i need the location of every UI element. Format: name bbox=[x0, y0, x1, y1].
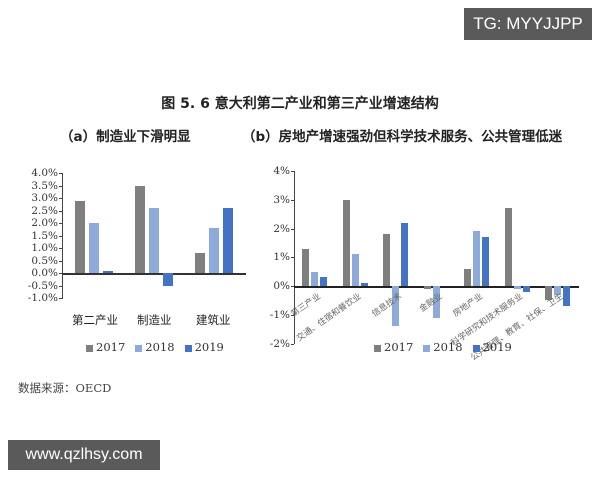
bar-2018 bbox=[513, 286, 521, 289]
legend-item-2019: 2019 bbox=[184, 340, 224, 354]
y-tick-label: 2.5% bbox=[31, 204, 58, 217]
bar-2017 bbox=[545, 286, 552, 301]
y-tick-mark bbox=[59, 285, 62, 287]
chart-a-category-label: 制造业 bbox=[137, 313, 172, 327]
watermark-bottom: www.qzlhsy.com bbox=[8, 440, 160, 470]
legend-swatch bbox=[135, 344, 143, 352]
bar-2018 bbox=[473, 231, 480, 286]
bar-2019 bbox=[320, 277, 327, 286]
legend-label: 2017 bbox=[384, 340, 414, 354]
legend-item-2017: 2017 bbox=[86, 340, 125, 354]
bar-2017 bbox=[423, 286, 431, 289]
y-tick-label: 0.5% bbox=[31, 254, 58, 267]
bar-2018 bbox=[89, 223, 99, 273]
y-tick-label: -1% bbox=[269, 308, 290, 321]
chart-a-category-label: 第二产业 bbox=[72, 313, 118, 327]
y-tick-mark bbox=[59, 198, 62, 199]
chart-b-axis-line bbox=[294, 171, 295, 344]
y-tick-label: 3.0% bbox=[31, 192, 58, 204]
bar-2019 bbox=[482, 237, 489, 286]
bar-2018 bbox=[392, 286, 399, 327]
y-tick-mark bbox=[59, 248, 62, 249]
bar-2019 bbox=[401, 222, 408, 286]
legend-item-2018: 2018 bbox=[423, 340, 463, 354]
chart-a-category-label: 建筑业 bbox=[196, 313, 231, 327]
watermark-top: TG: MYYJJPP bbox=[464, 8, 592, 40]
y-tick-mark bbox=[59, 185, 62, 187]
y-tick-mark bbox=[291, 199, 294, 201]
y-tick-mark bbox=[291, 286, 294, 287]
y-tick-label: -1.0% bbox=[27, 292, 58, 304]
bar-2017 bbox=[75, 200, 85, 273]
y-tick-mark bbox=[291, 171, 294, 172]
bar-2019 bbox=[563, 286, 570, 307]
legend-swatch bbox=[184, 344, 192, 352]
bar-2018 bbox=[209, 228, 219, 273]
chart-b-legend: 2017 2018 2019 bbox=[374, 340, 512, 354]
y-tick-mark bbox=[59, 173, 62, 174]
legend-label: 2018 bbox=[145, 340, 175, 354]
legend-label: 2018 bbox=[433, 340, 463, 354]
y-tick-label: 4.0% bbox=[31, 167, 58, 179]
legend-swatch bbox=[86, 344, 93, 352]
y-tick-label: -0.5% bbox=[27, 279, 58, 292]
y-tick-label: 2.0% bbox=[31, 217, 58, 229]
y-tick-mark bbox=[291, 257, 294, 259]
y-tick-mark bbox=[59, 273, 62, 274]
bar-2018 bbox=[149, 208, 159, 273]
y-tick-label: 1.5% bbox=[31, 229, 58, 242]
chart-b-title: （b）房地产增速强劲但科学技术服务、公共管理低迷 bbox=[242, 129, 563, 145]
legend-swatch bbox=[374, 344, 381, 352]
bar-2017 bbox=[504, 208, 512, 286]
bar-2017 bbox=[383, 234, 390, 286]
bar-2018 bbox=[554, 286, 561, 295]
bar-2018 bbox=[432, 286, 440, 318]
chart-a-legend: 2017 2018 2019 bbox=[86, 340, 224, 354]
y-tick-mark bbox=[59, 223, 62, 224]
data-source-note: 数据来源：OECD bbox=[18, 381, 112, 395]
legend-label: 2019 bbox=[482, 340, 512, 354]
bar-2019 bbox=[223, 208, 233, 273]
legend-item-2017: 2017 bbox=[374, 340, 413, 354]
chart-b-category-label: 金融业 bbox=[417, 291, 445, 315]
bar-2017 bbox=[342, 199, 350, 286]
bar-2019 bbox=[360, 283, 368, 286]
y-tick-label: 3.5% bbox=[31, 179, 58, 192]
legend-label: 2017 bbox=[96, 340, 126, 354]
bar-2017 bbox=[195, 253, 205, 273]
y-tick-label: 1.0% bbox=[31, 242, 58, 254]
bar-2019 bbox=[163, 273, 173, 286]
bar-2017 bbox=[135, 185, 145, 273]
y-tick-mark bbox=[291, 228, 294, 230]
y-tick-label: 1% bbox=[273, 251, 290, 264]
y-tick-mark bbox=[59, 210, 62, 212]
y-tick-mark bbox=[291, 314, 294, 316]
y-tick-mark bbox=[59, 235, 62, 237]
y-tick-label: 0% bbox=[273, 280, 290, 292]
chart-a-title: （a）制造业下滑明显 bbox=[60, 129, 191, 145]
chart-a-zero-line bbox=[62, 273, 246, 275]
y-tick-label: 0.0% bbox=[31, 267, 58, 279]
y-tick-mark bbox=[59, 298, 62, 299]
y-tick-label: 4% bbox=[273, 165, 290, 177]
bar-2019 bbox=[103, 270, 113, 273]
bar-2017 bbox=[464, 268, 471, 286]
y-tick-label: -2% bbox=[269, 337, 290, 350]
legend-swatch bbox=[423, 344, 431, 352]
bar-2018 bbox=[351, 254, 359, 286]
legend-label: 2019 bbox=[194, 340, 224, 354]
bar-2019 bbox=[522, 286, 530, 292]
y-tick-mark bbox=[59, 260, 62, 262]
chart-a-axis-line bbox=[62, 173, 63, 299]
y-tick-mark bbox=[291, 343, 294, 345]
bar-2018 bbox=[311, 271, 318, 286]
legend-item-2018: 2018 bbox=[135, 340, 175, 354]
legend-swatch bbox=[472, 344, 480, 352]
figure-title: 图 5. 6 意大利第二产业和第三产业增速结构 bbox=[161, 96, 439, 112]
y-tick-label: 3% bbox=[273, 193, 290, 206]
bar-2017 bbox=[302, 248, 309, 286]
y-tick-label: 2% bbox=[273, 222, 290, 235]
chart-b-category-label: 房地产业 bbox=[451, 291, 485, 320]
legend-item-2019: 2019 bbox=[472, 340, 512, 354]
